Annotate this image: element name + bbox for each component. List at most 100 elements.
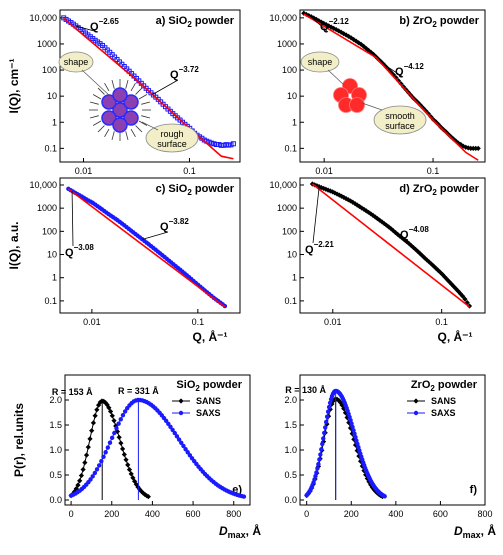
x-tick-label: 0.1 — [183, 166, 196, 176]
y-tick-label: 0.0 — [49, 495, 62, 505]
y-tick-label: 0.5 — [284, 470, 297, 480]
x-tick-label: 800 — [477, 509, 492, 519]
data-point — [176, 437, 182, 442]
data-point — [323, 425, 328, 430]
data-point — [349, 421, 354, 426]
particle-icon — [123, 94, 139, 110]
data-point — [343, 195, 349, 202]
data-point — [172, 430, 177, 436]
rough-spike — [97, 125, 105, 133]
data-point — [350, 424, 355, 430]
data-point — [458, 141, 464, 148]
data-point — [353, 38, 359, 44]
data-point — [363, 472, 369, 478]
data-point — [83, 452, 90, 458]
data-point — [142, 491, 148, 498]
data-point — [379, 219, 385, 225]
callout-text: shape — [64, 57, 89, 67]
data-point — [357, 458, 364, 464]
data-point — [321, 185, 327, 192]
annotation-leader — [71, 191, 74, 247]
data-point — [122, 409, 128, 414]
data-point — [347, 425, 354, 431]
data-point — [114, 426, 119, 431]
data-point — [361, 467, 367, 474]
data-point — [419, 253, 425, 259]
callout-leader — [361, 102, 383, 111]
callout-text: rough — [160, 129, 183, 139]
data-point — [105, 445, 111, 450]
y-tick-label: 0.1 — [44, 296, 57, 306]
x-tick-label: 0.1 — [427, 166, 440, 176]
plot-frame — [299, 9, 486, 163]
y-axis-label: I(Q), cm⁻¹ — [7, 58, 21, 113]
panel-title: ZrO2 powder — [411, 379, 478, 393]
rough-spike — [104, 128, 110, 138]
data-point — [423, 108, 429, 114]
data-point — [109, 435, 115, 441]
data-point — [111, 418, 117, 424]
data-point — [118, 417, 123, 422]
data-point — [107, 440, 113, 445]
panel-letter: f) — [470, 484, 478, 496]
data-point — [338, 29, 344, 35]
data-point — [442, 274, 448, 280]
y-axis-label: I(Q), a.u. — [7, 222, 21, 270]
x-tick-label: 200 — [104, 509, 119, 519]
data-point — [361, 206, 367, 213]
data-point — [116, 434, 122, 440]
data-point — [455, 288, 461, 294]
slope-annotation: Q−2.12 — [320, 17, 349, 33]
y-tick-label: 1.5 — [49, 420, 62, 430]
data-point — [352, 442, 359, 448]
callout-leader — [141, 121, 159, 131]
rough-spike — [97, 87, 105, 95]
data-point — [128, 471, 134, 477]
data-point — [112, 430, 117, 436]
data-point — [183, 446, 188, 452]
data-point — [82, 460, 88, 466]
data-point — [330, 189, 336, 195]
data-point — [133, 481, 139, 488]
y-tick-label: 1 — [52, 273, 57, 283]
y-tick-label: 1000 — [277, 203, 297, 213]
data-point — [325, 409, 331, 414]
legend-label: SAXS — [196, 408, 221, 418]
data-point — [341, 406, 347, 412]
data-point — [450, 136, 456, 142]
data-point — [320, 441, 325, 447]
data-point — [346, 419, 352, 426]
x-axis-label: Q, Å⁻¹ — [193, 329, 228, 344]
data-point — [313, 16, 319, 22]
particle-icon — [123, 110, 139, 126]
plot-frame — [299, 177, 486, 314]
particle-icon — [101, 110, 117, 126]
panel-c: 0.1 1 10 100 1000 10,000 0.01 0.1 I(Q), a.u. Q, Å… — [7, 177, 241, 344]
data-point — [321, 20, 327, 27]
slope-annotation: Q−3.82 — [160, 217, 189, 233]
data-point — [315, 466, 320, 471]
rough-spike — [135, 125, 143, 133]
data-point — [241, 494, 247, 499]
y-tick-label: 1000 — [37, 39, 57, 49]
data-point — [323, 419, 329, 425]
data-point — [101, 454, 106, 460]
data-point — [418, 103, 424, 109]
data-point — [374, 216, 381, 222]
slope-annotation: Q−4.08 — [400, 225, 429, 241]
x-tick-label: 600 — [186, 509, 201, 519]
data-point — [444, 276, 450, 282]
data-point — [395, 78, 402, 84]
data-point — [179, 440, 184, 445]
rough-spike — [141, 101, 151, 105]
data-point — [94, 467, 100, 472]
x-tick-label: 0 — [69, 509, 74, 519]
data-point — [425, 111, 431, 117]
data-point — [77, 478, 83, 484]
panel-title: b) ZrO2 powder — [399, 15, 479, 29]
panel-d: 0.1 1 10 100 1000 10,000 0.01 0.1 Q, Å⁻¹ d) ZrO2 … — [269, 177, 486, 344]
data-point — [321, 436, 326, 441]
data-point — [116, 421, 121, 426]
data-point — [401, 237, 407, 243]
data-point — [166, 421, 171, 426]
